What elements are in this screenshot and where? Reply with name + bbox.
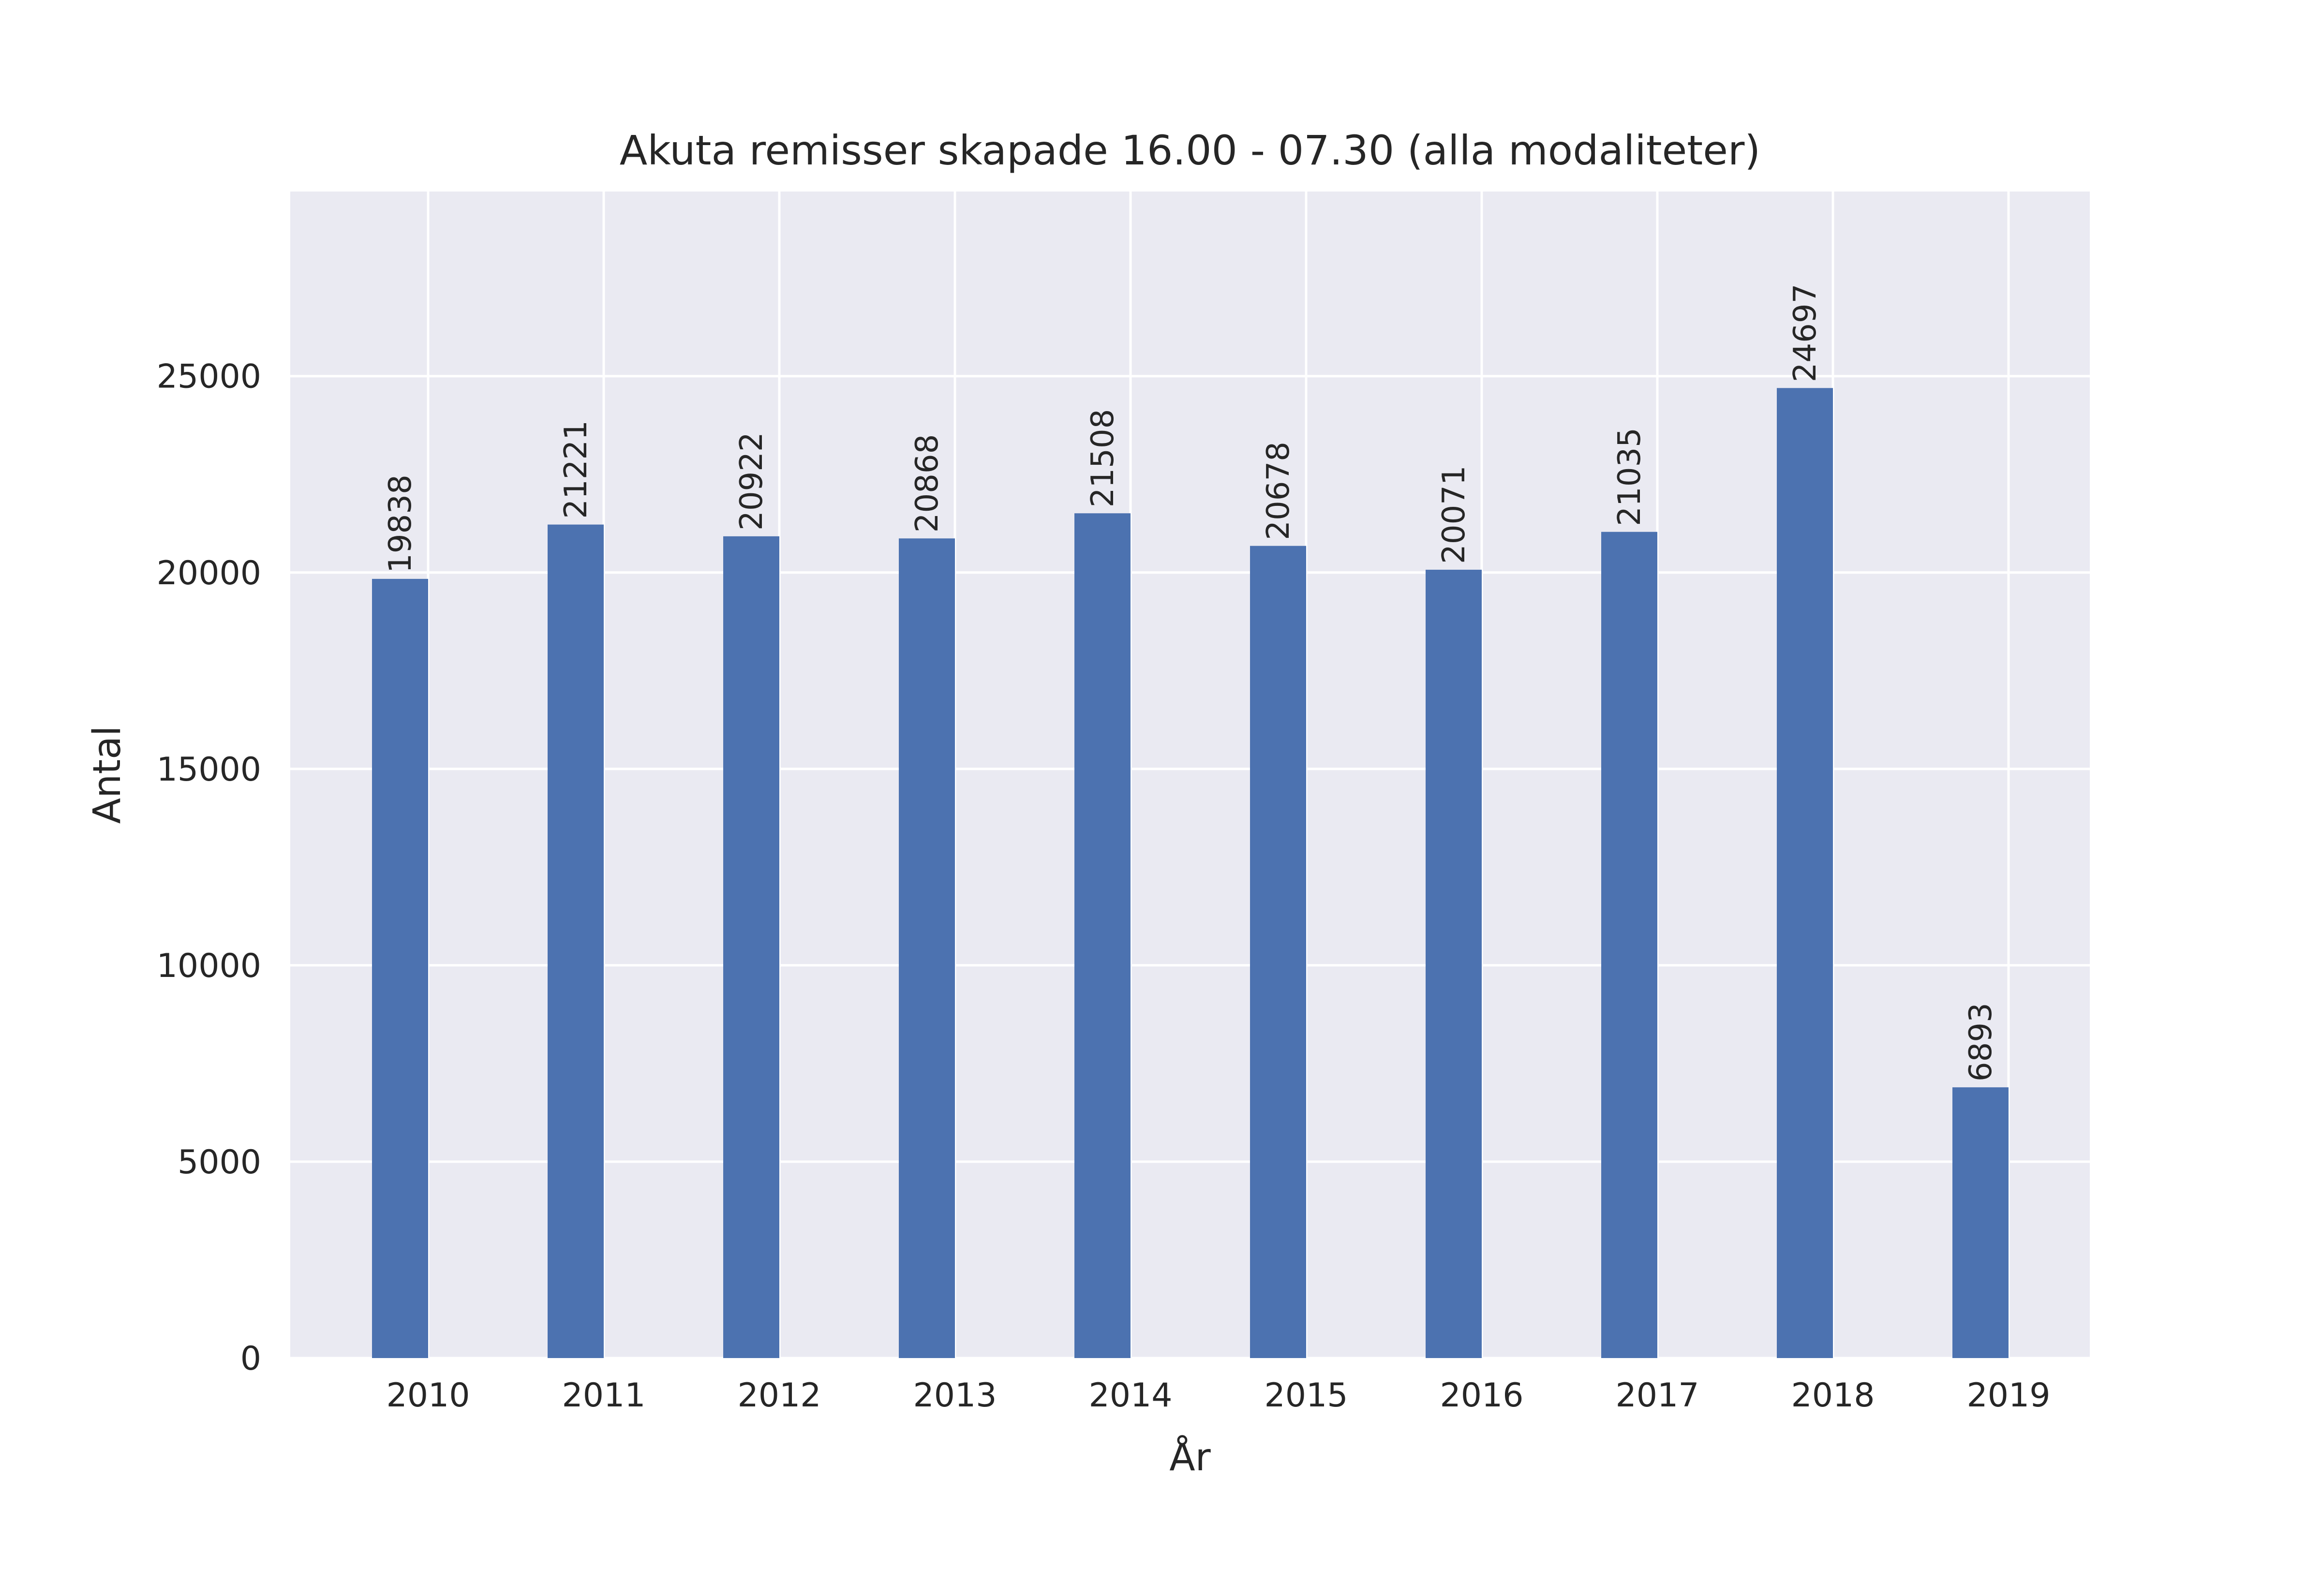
bar-2015 [1250,546,1306,1358]
y-axis-label: Antal [86,726,129,824]
y-tick-label: 20000 [157,554,261,592]
bar-value-label: 20922 [734,432,770,531]
bar-2010 [372,578,428,1358]
x-tick-label: 2014 [1088,1376,1172,1415]
bar-2018 [1777,388,1833,1359]
x-tick-label: 2017 [1615,1376,1699,1415]
bar-value-label: 21221 [558,420,594,519]
x-tick-label: 2015 [1264,1376,1348,1415]
x-tick-label: 2013 [913,1376,997,1415]
bar-value-label: 6893 [1963,1003,1999,1081]
y-tick-label: 5000 [178,1143,261,1182]
x-tick-label: 2016 [1440,1376,1523,1415]
bar-value-label: 19838 [383,474,418,573]
bar-2012 [723,536,779,1358]
bars [372,388,2009,1359]
bar-2019 [1952,1087,2009,1358]
bar-2014 [1074,513,1131,1358]
y-tick-labels: 0 5000 10000 15000 20000 25000 [157,358,261,1378]
x-tick-label: 2012 [737,1376,821,1415]
x-tick-label: 2011 [562,1376,645,1415]
y-tick-label: 25000 [157,358,261,396]
data-labels: 19838 21221 20922 20868 21508 20678 20071 21035… [383,284,1999,1081]
x-tick-label: 2019 [1966,1376,2050,1415]
x-axis-label: År [1169,1435,1211,1479]
bar-value-label: 24697 [1787,284,1823,383]
bar-value-label: 20868 [909,434,945,533]
x-tick-label: 2018 [1791,1376,1875,1415]
bar-2011 [548,524,604,1358]
bar-2017 [1601,532,1657,1358]
x-tick-label: 2010 [386,1376,470,1415]
bar-value-label: 21035 [1612,428,1648,526]
bar-value-label: 20678 [1261,442,1296,540]
chart-title: Akuta remisser skapade 16.00 - 07.30 (al… [620,127,1760,174]
x-tick-labels: 2010 2011 2012 2013 2014 2015 2016 2017 2018 2019 [386,1376,2050,1415]
bar-value-label: 20071 [1436,465,1472,564]
bar-2013 [899,538,955,1358]
y-tick-label: 15000 [157,751,261,789]
y-tick-label: 0 [240,1340,261,1378]
bar-value-label: 21508 [1085,409,1121,508]
bar-2016 [1426,569,1482,1358]
y-tick-label: 10000 [157,947,261,985]
